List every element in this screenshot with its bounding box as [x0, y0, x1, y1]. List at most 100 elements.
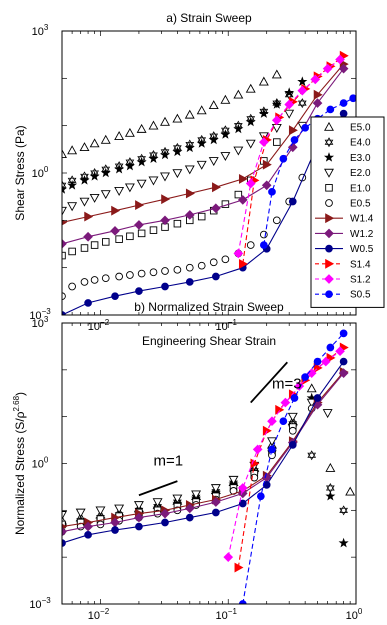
- data-point: [339, 329, 348, 338]
- data-point: [100, 190, 111, 200]
- data-point: [149, 268, 158, 277]
- data-point: [148, 176, 159, 186]
- data-point: [267, 437, 277, 447]
- data-point: [172, 169, 183, 179]
- data-point: [134, 220, 144, 230]
- data-point: [208, 157, 219, 167]
- data-point: [62, 292, 66, 301]
- data-point: [161, 282, 169, 291]
- data-point: [90, 241, 99, 249]
- data-point: [62, 511, 67, 520]
- x-axis-label: Engineering Shear Strain: [142, 623, 276, 625]
- data-point: [111, 292, 119, 301]
- data-point: [322, 63, 333, 74]
- y-tick-label: 103: [32, 315, 49, 330]
- legend-item-e0-5: E0.5: [325, 199, 371, 210]
- data-point: [288, 426, 297, 435]
- data-point: [275, 404, 285, 415]
- data-point: [238, 173, 248, 184]
- data-point: [83, 521, 93, 532]
- data-point: [111, 205, 121, 216]
- data-point: [339, 357, 348, 366]
- data-point: [313, 357, 322, 366]
- data-point: [258, 76, 269, 86]
- data-point: [245, 178, 256, 189]
- series-s1-2: [223, 346, 345, 563]
- x-tick-label: 100: [346, 607, 363, 622]
- data-point: [233, 248, 244, 259]
- data-point: [173, 219, 182, 228]
- legend-item-e4-0: E4.0: [324, 137, 371, 149]
- data-point: [114, 131, 125, 140]
- data-point: [126, 232, 134, 241]
- data-point: [339, 109, 348, 118]
- data-point: [258, 108, 269, 118]
- data-point: [191, 490, 202, 500]
- legend-item-w0-5: W0.5: [315, 244, 374, 255]
- data-point: [160, 508, 170, 519]
- data-point: [237, 483, 248, 493]
- data-point: [185, 278, 194, 286]
- chart-legend: E5.0 E4.0 E3.0 E2.0 E1.0 E0.5 W1.4 W1.2 W0.5 S1.4…: [310, 116, 385, 308]
- data-point: [95, 506, 106, 516]
- legend-marker: [324, 228, 334, 239]
- x-tick-label: 10−1: [216, 607, 238, 622]
- data-point: [89, 193, 100, 203]
- data-point: [184, 210, 195, 220]
- data-point: [197, 212, 206, 221]
- data-point: [211, 508, 220, 517]
- series-line: [62, 371, 345, 528]
- data-point: [339, 505, 348, 516]
- data-point: [238, 499, 247, 508]
- chart-title: a) Strain Sweep: [166, 11, 252, 25]
- data-point: [211, 203, 221, 214]
- data-point: [326, 343, 335, 352]
- data-point: [208, 100, 219, 110]
- data-point: [325, 490, 336, 501]
- data-point: [80, 244, 89, 252]
- legend-label: W1.2: [350, 229, 374, 240]
- data-point: [124, 127, 135, 137]
- data-point: [100, 134, 111, 144]
- data-point: [211, 272, 220, 281]
- data-point: [196, 105, 207, 115]
- data-point: [110, 225, 120, 236]
- data-point: [114, 504, 125, 514]
- data-point: [335, 54, 345, 65]
- data-point: [184, 503, 195, 514]
- series-e2-0: [62, 398, 333, 520]
- legend-label: E1.0: [350, 183, 371, 194]
- data-point: [268, 445, 276, 454]
- data-point: [114, 187, 125, 196]
- data-point: [197, 261, 206, 270]
- data-point: [233, 123, 244, 134]
- legend-marker: [324, 274, 334, 284]
- slope-line: [138, 480, 178, 497]
- data-point: [124, 183, 135, 193]
- slope-label: m=1: [153, 453, 183, 470]
- legend-box: [310, 116, 385, 308]
- data-point: [310, 74, 321, 85]
- y-tick-label: 10−3: [29, 596, 51, 611]
- data-point: [209, 258, 218, 267]
- data-point: [173, 265, 182, 274]
- data-point: [90, 276, 99, 284]
- data-point: [84, 530, 92, 539]
- legend-item-w1-2: W1.2: [315, 228, 374, 240]
- data-point: [115, 235, 123, 243]
- x-axis-label: Engineering Shear Strain: [142, 334, 276, 348]
- data-point: [297, 85, 308, 96]
- data-point: [172, 146, 183, 157]
- data-point: [172, 494, 183, 504]
- data-point: [114, 163, 125, 174]
- data-point: [271, 99, 282, 109]
- x-tick-label: 10−2: [88, 318, 110, 333]
- data-point: [287, 412, 298, 422]
- data-point: [184, 142, 195, 153]
- data-point: [160, 215, 170, 226]
- series-e5-0: [62, 69, 282, 158]
- data-point: [338, 368, 349, 378]
- series-line: [62, 361, 345, 544]
- legend-label: E4.0: [350, 138, 371, 149]
